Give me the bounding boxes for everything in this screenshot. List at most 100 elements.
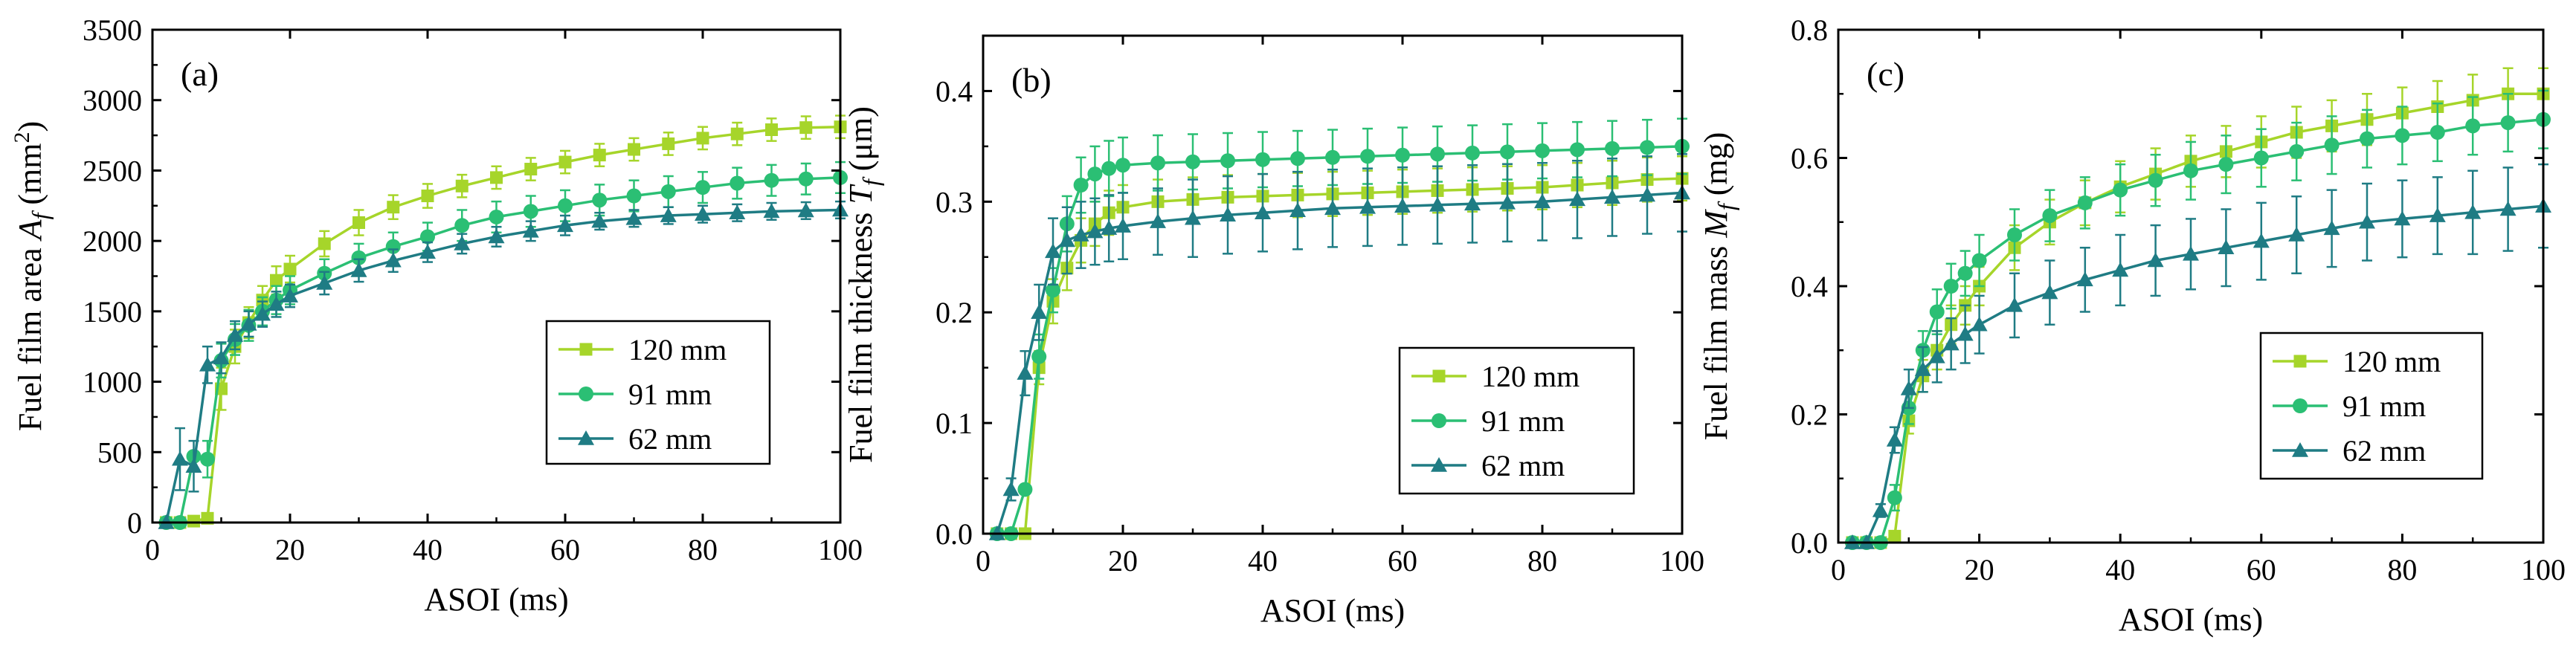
data-point	[2007, 227, 2022, 242]
x-tick-label: 60	[550, 533, 580, 566]
legend-label: 62 mm	[628, 422, 712, 456]
data-point	[2113, 182, 2128, 198]
data-point	[2183, 245, 2199, 261]
data-point	[1971, 316, 1988, 332]
data-point	[591, 213, 608, 228]
data-point	[2041, 284, 2058, 300]
legend-label: 120 mm	[628, 333, 727, 366]
y-tick-label: 500	[97, 436, 142, 469]
data-point	[2076, 271, 2093, 287]
x-tick-label: 20	[1965, 553, 1994, 586]
data-point	[2289, 143, 2305, 159]
data-point	[455, 179, 468, 193]
data-point	[2288, 227, 2305, 242]
data-point	[1255, 204, 1271, 220]
data-point	[1914, 361, 1931, 376]
y-tick-label: 0	[127, 506, 142, 540]
data-point	[2218, 239, 2235, 255]
data-point	[2253, 233, 2270, 248]
data-point	[2148, 172, 2163, 188]
data-point	[1086, 223, 1104, 239]
data-point	[1429, 196, 1446, 212]
data-point	[524, 163, 538, 176]
x-tick-label: 0	[976, 544, 991, 578]
data-point	[2077, 195, 2093, 210]
x-tick-label: 40	[1248, 544, 1278, 578]
data-point	[387, 201, 400, 214]
x-tick-label: 80	[1527, 544, 1557, 578]
data-point	[2112, 262, 2129, 277]
data-point	[2324, 138, 2340, 153]
legend-marker	[1431, 457, 1447, 472]
x-tick-label: 60	[1388, 544, 1417, 578]
data-point	[1115, 158, 1130, 173]
y-axis-title: Fuel film thickness Tf (μm)	[843, 106, 884, 463]
x-tick-label: 100	[1660, 544, 1704, 578]
data-point	[729, 204, 746, 220]
legend-label: 91 mm	[2342, 389, 2426, 423]
data-point	[352, 216, 365, 230]
data-point	[1325, 149, 1340, 165]
data-point	[489, 209, 504, 224]
data-point	[1017, 482, 1033, 497]
data-point	[420, 229, 435, 245]
legend-marker	[2292, 442, 2308, 457]
legend-label: 62 mm	[1481, 449, 1565, 482]
legend-marker	[578, 430, 594, 445]
data-point	[1101, 161, 1117, 176]
data-point	[268, 296, 285, 311]
data-point	[1115, 218, 1131, 233]
data-point	[593, 149, 606, 162]
y-tick-label: 0.2	[1791, 398, 1828, 432]
x-tick-label: 40	[413, 533, 442, 566]
data-point	[1534, 193, 1551, 209]
data-point	[592, 193, 608, 208]
data-point	[798, 171, 814, 187]
legend-marker	[2293, 398, 2308, 413]
data-point	[1957, 265, 1973, 281]
data-point	[1359, 198, 1376, 214]
data-point	[384, 252, 402, 268]
y-tick-label: 0.4	[1791, 270, 1828, 303]
data-point	[1290, 151, 1305, 166]
data-point	[1058, 232, 1075, 248]
data-point	[2430, 125, 2445, 140]
x-tick-label: 20	[275, 533, 305, 566]
data-point	[213, 349, 230, 365]
legend-marker	[579, 387, 593, 401]
data-point	[2006, 297, 2023, 312]
data-point	[1942, 335, 1960, 351]
data-point	[1640, 140, 1655, 155]
data-point	[765, 123, 778, 136]
y-tick-label: 1000	[83, 366, 142, 399]
data-point	[1150, 213, 1166, 228]
data-point	[558, 155, 572, 169]
data-point	[1185, 154, 1200, 169]
data-point	[626, 188, 642, 204]
y-tick-label: 3000	[83, 84, 142, 117]
legend-label: 91 mm	[1481, 404, 1565, 438]
data-point	[1569, 191, 1585, 207]
data-point	[1289, 202, 1306, 218]
data-point	[1185, 210, 1201, 225]
y-tick-label: 2500	[83, 154, 142, 187]
data-point	[1150, 155, 1165, 171]
data-point	[1430, 146, 1445, 162]
y-tick-label: 0.1	[936, 407, 973, 440]
data-point	[2500, 115, 2516, 131]
x-tick-label: 60	[2247, 553, 2276, 586]
legend-marker	[1432, 413, 1446, 428]
data-point	[662, 137, 675, 150]
data-point	[1087, 166, 1103, 182]
data-point	[454, 218, 470, 233]
data-point	[2253, 150, 2269, 166]
data-point	[187, 514, 200, 528]
data-point	[318, 237, 331, 250]
x-tick-label: 80	[688, 533, 718, 566]
data-point	[1570, 142, 1585, 158]
data-point	[1464, 195, 1481, 211]
legend: 120 mm 91 mm 62 mm	[2259, 332, 2484, 480]
x-tick-label: 100	[2521, 553, 2566, 586]
data-point	[1072, 227, 1089, 242]
data-point	[1002, 481, 1020, 497]
